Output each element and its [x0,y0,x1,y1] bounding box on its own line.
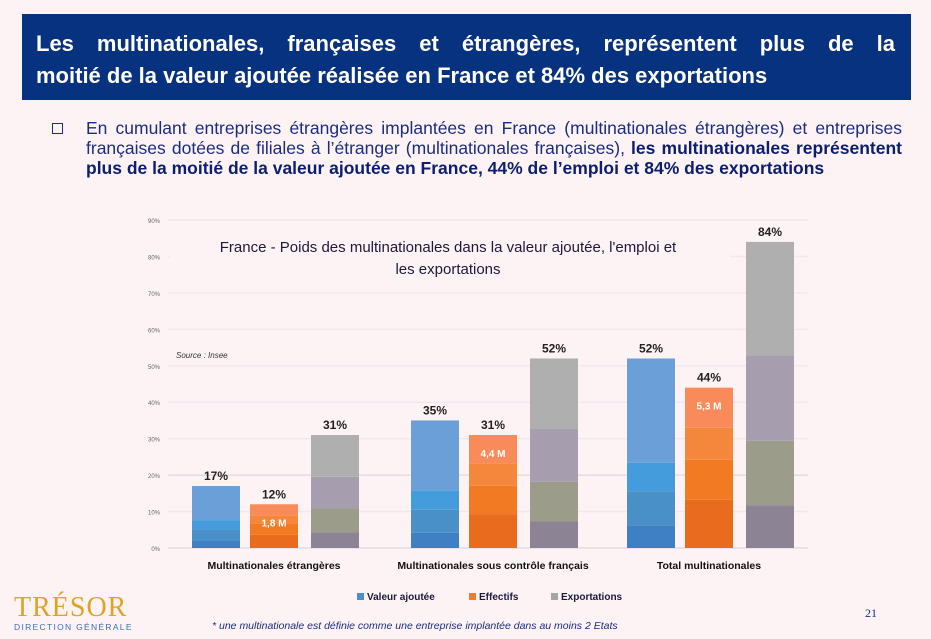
y-tick-label: 70% [148,292,161,298]
bar-segment [530,481,578,522]
y-tick-label: 30% [148,438,161,444]
bar-segment [311,435,359,477]
bullet-text-bold: les multinationales représentent plus de… [86,138,902,178]
y-tick-label: 0% [151,547,160,553]
bar-segment [311,508,359,533]
bar-segment [192,520,240,530]
data-label: 31% [481,418,505,432]
bar-segment [530,428,578,482]
chart-title-line1: France - Poids des multinationales dans … [220,239,677,256]
bar-segment [685,459,733,500]
bar-segment [530,358,578,429]
bar-segment [411,532,459,548]
logo-sub-text: DIRECTION GÉNÉRALE [14,622,133,632]
y-tick-label: 60% [148,328,161,334]
legend-swatch [357,593,364,600]
bar-segment [746,440,794,506]
y-tick-label: 50% [148,365,161,371]
bar-segment [530,521,578,548]
bullet-point: En cumulant entreprises étrangères impla… [52,118,902,178]
y-tick-label: 20% [148,474,161,480]
bar-segment [411,420,459,491]
data-label: 35% [423,403,447,417]
bar-segment [469,485,517,515]
y-tick-label: 10% [148,511,161,517]
data-label: 52% [542,341,566,355]
bar-segment [746,355,794,441]
bar-segment [627,491,675,526]
bullet-square-icon [52,123,63,134]
footnote: * une multinationale est définie comme u… [212,620,618,632]
x-category-label: Multinationales sous contrôle français [397,560,589,572]
data-label: 52% [639,341,663,355]
bar-segment [250,515,298,524]
bar-segment [627,358,675,463]
chart-title-background [170,228,730,282]
bullet-text: En cumulant entreprises étrangères impla… [86,118,902,178]
y-axis: 0% 10% 20% 30% 40% 50% 60% 70% 80% 90% [148,219,161,553]
bar-inner-label: 4,4 M [480,449,505,460]
legend-swatch [551,593,558,600]
legend-label: Exportations [561,592,623,603]
bar-inner-label: 1,8 M [261,518,286,529]
bar-segment [192,540,240,548]
slide-title-line2: moitié de la valeur ajoutée réalisée en … [36,63,768,88]
x-category-label: Multinationales étrangères [207,560,340,572]
data-label: 12% [262,487,286,501]
bar-segment [469,514,517,548]
bar-segment [685,427,733,460]
x-category-label: Total multinationales [657,560,761,572]
bar-segment [250,523,298,535]
legend-label: Effectifs [479,592,519,603]
data-label: 44% [697,371,721,385]
bar-segment [411,509,459,533]
bar-segment [469,463,517,486]
bar-segment [627,462,675,492]
bar-segment [250,504,298,516]
slide-title-line1: Les multinationales, françaises et étran… [36,31,895,56]
chart-data-labels: 17% 12% 1,8 M 31% 35% 31% 4,4 M 52% 52% 44% 5,3 M 8… [204,225,782,529]
bar-segment [192,486,240,521]
bar-segment [311,476,359,509]
y-tick-label: 80% [148,255,161,261]
x-axis: Multinationales étrangères Multinationale… [207,560,761,572]
bullet-text-normal: En cumulant entreprises étrangères impla… [86,118,902,158]
y-tick-label: 90% [148,219,161,225]
bar-segment [311,532,359,548]
bar-inner-label: 5,3 M [696,402,721,413]
bar-segment [192,529,240,541]
legend-swatch [469,593,476,600]
legend-label: Valeur ajoutée [367,592,435,603]
chart-legend: Valeur ajoutée Effectifs Exportations [357,592,623,603]
data-label: 17% [204,469,228,483]
y-tick-label: 40% [148,401,161,407]
chart-bars [192,241,794,548]
bar-segment [627,525,675,548]
chart-title-line2: les exportations [395,261,500,278]
data-label: 31% [323,418,347,432]
logo-main-text: TRÉSOR [14,592,128,623]
bar-segment [250,534,298,548]
data-label: 84% [758,225,782,239]
tresor-logo: TRÉSOR DIRECTION GÉNÉRALE [14,592,133,633]
bar-segment [469,435,517,464]
chart-source: Source : Insee [176,351,228,360]
page-number: 21 [865,606,877,620]
slide-title: Les multinationales, françaises et étran… [22,14,911,100]
bar-segment [411,490,459,510]
bar-segment [685,499,733,548]
bar-segment [746,241,794,356]
bar-segment [685,387,733,428]
bar-segment [746,505,794,548]
